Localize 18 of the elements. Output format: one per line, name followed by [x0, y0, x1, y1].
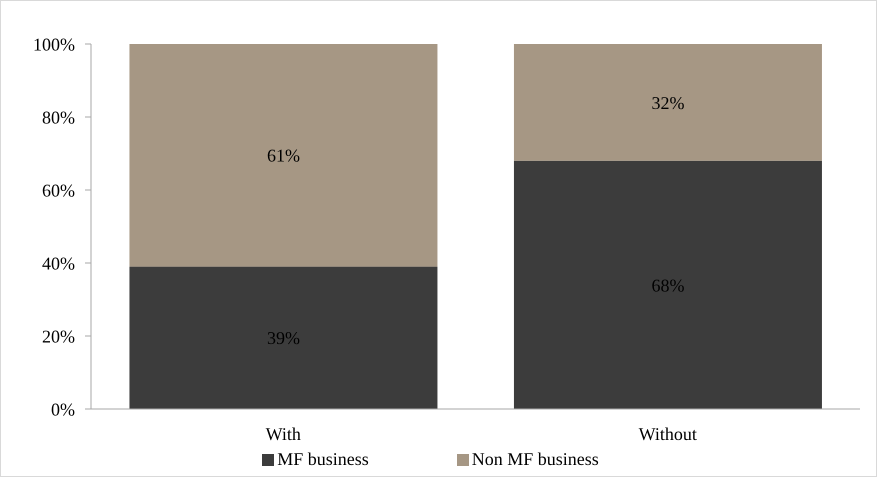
bar: [514, 160, 822, 409]
y-tick-label: 40%: [42, 253, 75, 274]
bar: [129, 266, 438, 409]
y-tick-label: 60%: [42, 180, 75, 200]
x-tick-label: Without: [638, 424, 697, 444]
bar: [129, 44, 438, 267]
x-tick-label: With: [266, 424, 301, 444]
data-label: 68%: [651, 275, 684, 296]
y-tick-label: 20%: [42, 326, 75, 346]
y-tick-label: 80%: [42, 107, 75, 128]
bar: [514, 44, 822, 161]
data-label: 32%: [651, 92, 684, 113]
y-tick-label: 100%: [33, 34, 75, 54]
data-label: 39%: [266, 328, 300, 348]
data-label: 61%: [266, 146, 300, 166]
y-tick-label: 0%: [51, 399, 75, 420]
legend-label: Non MF business: [472, 449, 599, 470]
legend-label: MF business: [277, 449, 369, 470]
